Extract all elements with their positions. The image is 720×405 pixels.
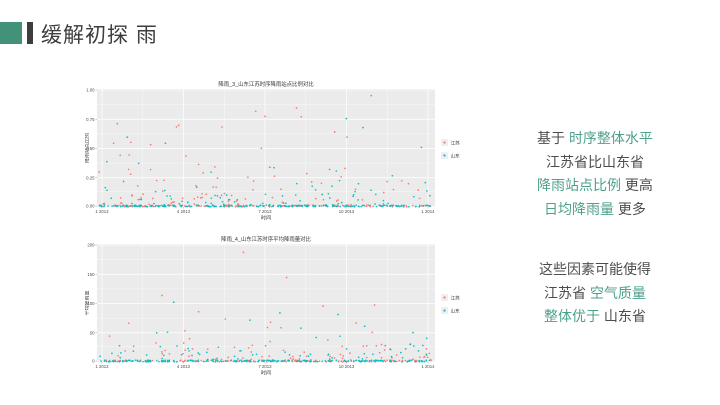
scatter-points-山东 — [99, 301, 431, 363]
x-tick-label: 4 2013 — [177, 209, 191, 214]
y-tick-label: 0.00 — [86, 204, 95, 209]
x-tick-label: 1 2014 — [421, 364, 435, 369]
x-tick-label: 7 2013 — [258, 209, 272, 214]
text-run: 更多 — [614, 200, 646, 217]
x-axis-label: 时间 — [261, 215, 271, 222]
insight-block-1: 基于 时序整体水平 江苏省比山东省 降雨站点比例 更高 日均降雨量 更多 — [488, 127, 702, 221]
text-run: 更高 — [621, 177, 653, 193]
y-axis-label: 降雨站点比例 — [85, 133, 91, 163]
legend-label: 山东 — [451, 152, 461, 159]
insight-line: 降雨站点比例 更高 — [488, 174, 702, 198]
text-run: 江苏省比山东省 — [546, 153, 644, 170]
highlight-text-run: 时序整体水平 — [568, 130, 653, 146]
scatter-points-江苏 — [98, 94, 432, 208]
chart-figure: 0.00 0.25 0.50 0.75 1.00 1 2013 4 2013 7 2013 10… — [84, 80, 461, 222]
chart-rain-station-ratio: 0.00 0.25 0.50 0.75 1.00 1 2013 4 2013 7 2013 10… — [84, 80, 478, 223]
insight-line: 基于 时序整体水平 — [488, 127, 702, 151]
text-run: 江苏省 — [544, 284, 590, 301]
x-tick-label: 7 2013 — [258, 364, 272, 369]
text-run: 山东省 — [600, 308, 646, 324]
scatter-points-山东 — [98, 117, 432, 208]
insight-line: 这些因素可能使得 — [488, 258, 702, 282]
y-tick-label: 0.75 — [86, 117, 95, 122]
highlight-text-run: 降雨站点比例 — [537, 177, 622, 193]
chart-title: 降雨_4_山东江苏时序平均降雨量对比 — [221, 236, 311, 243]
text-run: 基于 — [537, 130, 569, 146]
title-accent-bar — [27, 22, 33, 44]
page-title: 缓解初探 雨 — [41, 24, 158, 47]
y-tick-label: 150 — [87, 272, 95, 277]
y-tick-label: 50 — [90, 330, 95, 335]
x-tick-label: 1 2013 — [95, 209, 109, 214]
chart-title: 降雨_3_山东江苏时序降雨站点比例对比 — [218, 81, 314, 88]
y-tick-label: 0.50 — [86, 146, 95, 151]
y-axis-label: 平均降雨量 — [85, 290, 91, 315]
legend-label: 山东 — [451, 307, 461, 314]
insight-line: 整体优于 山东省 — [488, 305, 702, 329]
x-tick-label: 1 2013 — [95, 364, 109, 369]
y-tick-label: 0.25 — [86, 175, 95, 180]
insight-line: 日均降雨量 更多 — [488, 198, 702, 222]
plot-panel — [97, 89, 435, 207]
highlight-text-run: 空气质量 — [589, 284, 646, 301]
legend-label: 江苏 — [451, 139, 461, 146]
chart-mean-rainfall: 0 50 100 150 200 1 2013 4 2013 7 2013 10 2013 1 2… — [84, 235, 478, 378]
insight-line: 江苏省比山东省 — [488, 151, 702, 175]
highlight-text-run: 整体优于 — [544, 308, 601, 324]
x-tick-label: 1 2014 — [421, 209, 435, 214]
y-tick-label: 1.00 — [86, 88, 95, 93]
text-run: 这些因素可能使得 — [539, 261, 651, 277]
y-tick-label: 200 — [87, 243, 95, 248]
y-tick-label: 0 — [92, 359, 95, 364]
highlight-text-run: 日均降雨量 — [544, 200, 615, 217]
y-tick-label: 100 — [87, 301, 95, 306]
x-tick-label: 10 2013 — [339, 209, 355, 214]
x-tick-label: 4 2013 — [177, 364, 191, 369]
insight-line: 江苏省 空气质量 — [488, 282, 702, 306]
legend-label: 江苏 — [451, 294, 461, 301]
insight-block-2: 这些因素可能使得 江苏省 空气质量 整体优于 山东省 — [488, 258, 702, 329]
chart-figure: 0 50 100 150 200 1 2013 4 2013 7 2013 10 2013 1 2… — [84, 235, 461, 377]
x-tick-label: 10 2013 — [339, 364, 355, 369]
x-axis-label: 时间 — [261, 370, 271, 377]
plot-panel — [97, 244, 435, 362]
title-accent-square — [0, 22, 22, 44]
